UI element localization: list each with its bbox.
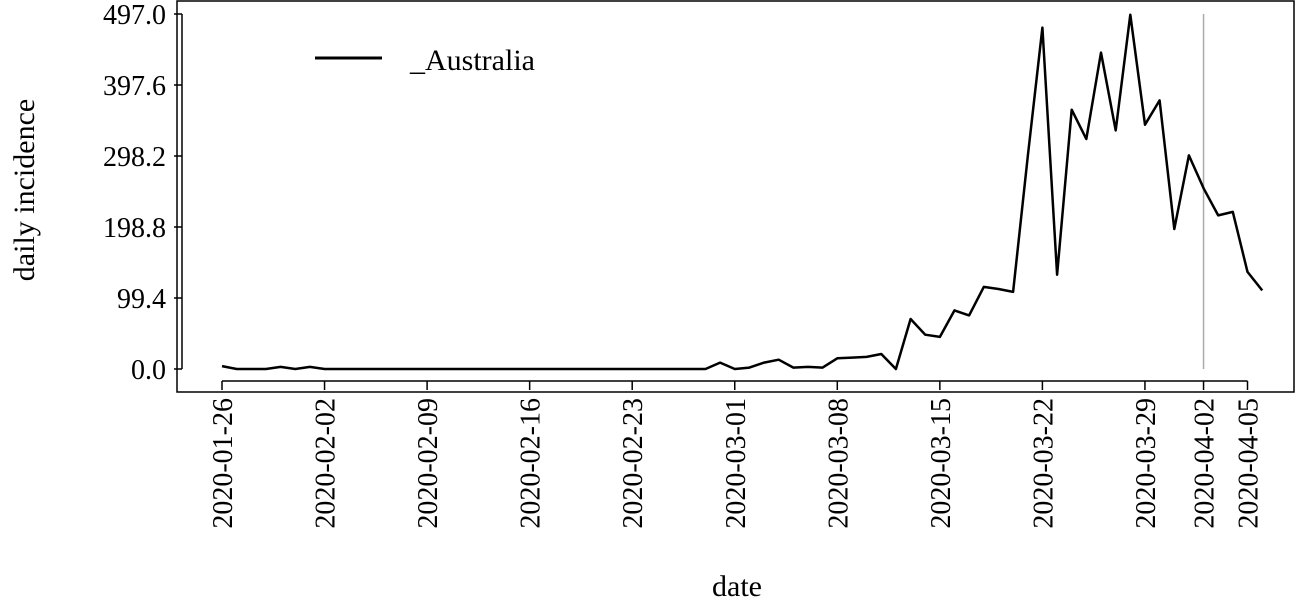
y-tick-label: 497.0 xyxy=(103,0,166,31)
x-tick-label: 2020-03-08 xyxy=(823,398,854,529)
x-axis-label: date xyxy=(712,570,762,600)
x-axis: 2020-01-26 2020-02-02 2020-02-09 2020-02-16… xyxy=(208,380,1265,529)
legend-label-australia: _Australia xyxy=(409,44,535,77)
x-tick-label: 2020-02-02 xyxy=(311,398,342,529)
series-line-australia xyxy=(221,13,1264,371)
y-tick-label: 198.8 xyxy=(103,213,166,244)
x-tick-label: 2020-01-26 xyxy=(208,398,239,529)
legend: _Australia xyxy=(315,44,535,77)
x-tick-label: 2020-03-22 xyxy=(1028,398,1059,529)
y-tick-label: 397.6 xyxy=(103,71,166,102)
y-tick-label: 298.2 xyxy=(103,142,166,173)
x-tick-label: 2020-03-15 xyxy=(926,398,957,529)
y-axis-label: daily incidence xyxy=(8,99,41,281)
x-tick-label: 2020-04-05 xyxy=(1234,398,1265,529)
y-tick-label: 99.4 xyxy=(117,284,166,315)
y-axis: 0.0 99.4 198.8 298.2 397.6 497.0 xyxy=(103,0,183,386)
x-tick-label: 2020-02-16 xyxy=(516,398,547,529)
x-tick-label: 2020-02-09 xyxy=(413,398,444,529)
plot-frame xyxy=(176,0,1295,393)
x-tick-label: 2020-03-01 xyxy=(721,398,752,529)
series-layer xyxy=(221,13,1264,371)
x-tick-label: 2020-02-23 xyxy=(618,398,649,529)
y-tick-label: 0.0 xyxy=(131,355,166,386)
x-tick-label: 2020-04-02 xyxy=(1190,398,1221,529)
x-tick-label: 2020-03-29 xyxy=(1131,398,1162,529)
